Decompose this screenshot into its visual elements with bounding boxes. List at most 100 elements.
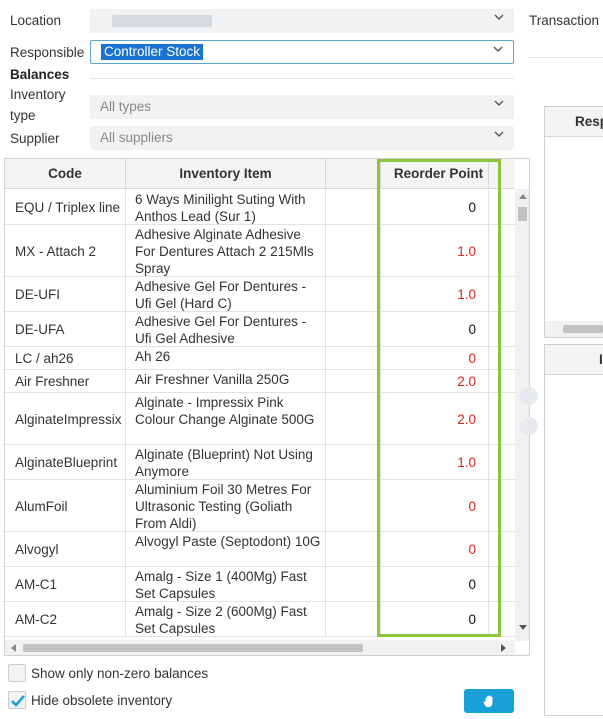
location-value-redacted [112,15,212,27]
inventory-type-select[interactable]: All types [90,95,514,119]
horizontal-scroll-thumb[interactable] [563,325,603,333]
cell-inventory-item: Adhesive Gel For Dentures - Ufi Gel Adhe… [126,312,326,346]
supplier-label: Supplier [10,131,60,146]
transaction-label: Transaction [529,13,600,28]
table-row[interactable]: AlumFoil Aluminium Foil 30 Metres For Ult… [5,480,515,532]
vertical-scrollbar[interactable] [515,189,529,641]
column-header-blank[interactable] [326,159,381,189]
table-row[interactable]: AlginateBlueprint Alginate (Blueprint) No… [5,445,515,480]
hide-obsolete-label: Hide obsolete inventory [31,693,173,708]
cell-reorder-point: 0 [381,312,489,346]
horizontal-scrollbar[interactable] [5,640,515,655]
cell-blank [326,602,381,636]
divider [90,78,514,79]
supplier-select[interactable]: All suppliers [90,126,514,150]
cell-blank [326,567,381,601]
cell-inventory-item: Alvogyl Paste (Septodont) 10G [126,532,326,566]
table-row[interactable]: Alvogyl Alvogyl Paste (Septodont) 10G 0 [5,532,515,567]
table-row[interactable]: DE-UFA Adhesive Gel For Dentures - Ufi Ge… [5,312,515,347]
vertical-scroll-thumb[interactable] [518,207,527,221]
responsible-value: Controller Stock [101,44,204,60]
grid-rows: EQU / Triplex line 6 Ways Minilight Sutin… [5,190,515,637]
table-row[interactable]: Air Freshner Air Freshner Vanilla 250G 2.0 [5,370,515,393]
action-button[interactable] [464,689,514,713]
cell-blank [326,347,381,369]
scroll-left-icon[interactable] [10,644,16,652]
cell-blank [326,225,381,276]
scroll-down-icon[interactable] [519,625,527,631]
move-left-icon[interactable] [520,417,538,435]
responsible-select[interactable]: Controller Stock [90,40,514,64]
column-header-reorder-point[interactable]: Reorder Point [381,159,489,189]
inventory-grid: Code Inventory Item Reorder Point EQU / … [4,158,530,656]
cell-reorder-point: 2.0 [381,370,489,392]
cell-code: MX - Attach 2 [5,225,126,276]
cell-reorder-point: 0 [381,567,489,601]
cell-inventory-item: Aluminium Foil 30 Metres For Ultrasonic … [126,480,326,531]
table-row[interactable]: MX - Attach 2 Adhesive Alginate Adhesive … [5,225,515,277]
cell-reorder-point: 0 [381,347,489,369]
table-row[interactable]: AM-C2 Amalg - Size 2 (600Mg) Fast Set Cap… [5,602,515,637]
show-nonzero-checkbox[interactable] [8,664,26,682]
scroll-up-icon[interactable] [519,193,527,199]
table-row[interactable]: LC / ah26 Ah 26 0 [5,347,515,370]
supplier-value: All suppliers [100,130,173,145]
cell-reorder-point: 0 [381,480,489,531]
cell-blank [326,312,381,346]
cell-inventory-item: Alginate (Blueprint) Not Using Anymore [126,445,326,479]
detail-panel-header: I [545,345,603,375]
hide-obsolete-checkbox[interactable] [8,691,26,709]
cell-code: DE-UFI [5,277,126,311]
chevron-down-icon [493,46,503,52]
chevron-down-icon [494,14,504,20]
cell-reorder-point: 0 [381,602,489,636]
scroll-right-icon[interactable] [501,644,507,652]
horizontal-scroll-thumb[interactable] [23,644,363,652]
column-header-inventory-item[interactable]: Inventory Item [126,159,326,189]
chevron-down-icon [494,100,504,106]
cell-inventory-item: Alginate - Impressix Pink Colour Change … [126,393,326,444]
location-select[interactable] [90,9,514,33]
cell-code: AlumFoil [5,480,126,531]
cell-blank [326,532,381,566]
cell-inventory-item: Ah 26 [126,347,326,369]
checkmark-icon [11,695,25,707]
table-row[interactable]: DE-UFI Adhesive Gel For Dentures - Ufi Ge… [5,277,515,312]
table-row[interactable]: EQU / Triplex line 6 Ways Minilight Sutin… [5,190,515,225]
cell-code: AlginateImpressix [5,393,126,444]
inventory-type-value: All types [100,99,152,114]
cell-code: AlginateBlueprint [5,445,126,479]
cell-code: DE-UFA [5,312,126,346]
cell-blank [326,480,381,531]
cell-code: EQU / Triplex line [5,190,126,224]
cell-inventory-item: Amalg - Size 1 (400Mg) Fast Set Capsules [126,567,326,601]
balances-title: Balances [10,67,70,82]
cell-inventory-item: Adhesive Alginate Adhesive For Dentures … [126,225,326,276]
cell-code: LC / ah26 [5,347,126,369]
inventory-type-label-line1: Inventory [10,87,66,102]
horizontal-scrollbar[interactable] [545,321,603,337]
cell-inventory-item: Air Freshner Vanilla 250G [126,370,326,392]
divider [529,57,603,58]
cell-inventory-item: Amalg - Size 2 (600Mg) Fast Set Capsules [126,602,326,636]
show-nonzero-label: Show only non-zero balances [31,666,209,681]
table-row[interactable]: AlginateImpressix Alginate - Impressix Pi… [5,393,515,445]
cell-blank [326,445,381,479]
move-right-icon[interactable] [520,387,538,405]
cell-reorder-point: 2.0 [381,393,489,444]
location-label: Location [10,13,62,28]
chevron-down-icon [494,131,504,137]
cell-blank [326,393,381,444]
grid-header: Code Inventory Item Reorder Point [5,159,515,189]
cell-reorder-point: 0 [381,532,489,566]
cell-reorder-point: 1.0 [381,225,489,276]
responsible-panel-header: Resp [545,107,603,137]
cell-code: AM-C2 [5,602,126,636]
cell-code: Alvogyl [5,532,126,566]
column-header-code[interactable]: Code [5,159,126,189]
responsible-panel: Resp [544,106,603,338]
cell-inventory-item: 6 Ways Minilight Suting With Anthos Lead… [126,190,326,224]
table-row[interactable]: AM-C1 Amalg - Size 1 (400Mg) Fast Set Cap… [5,567,515,602]
cell-reorder-point: 1.0 [381,277,489,311]
